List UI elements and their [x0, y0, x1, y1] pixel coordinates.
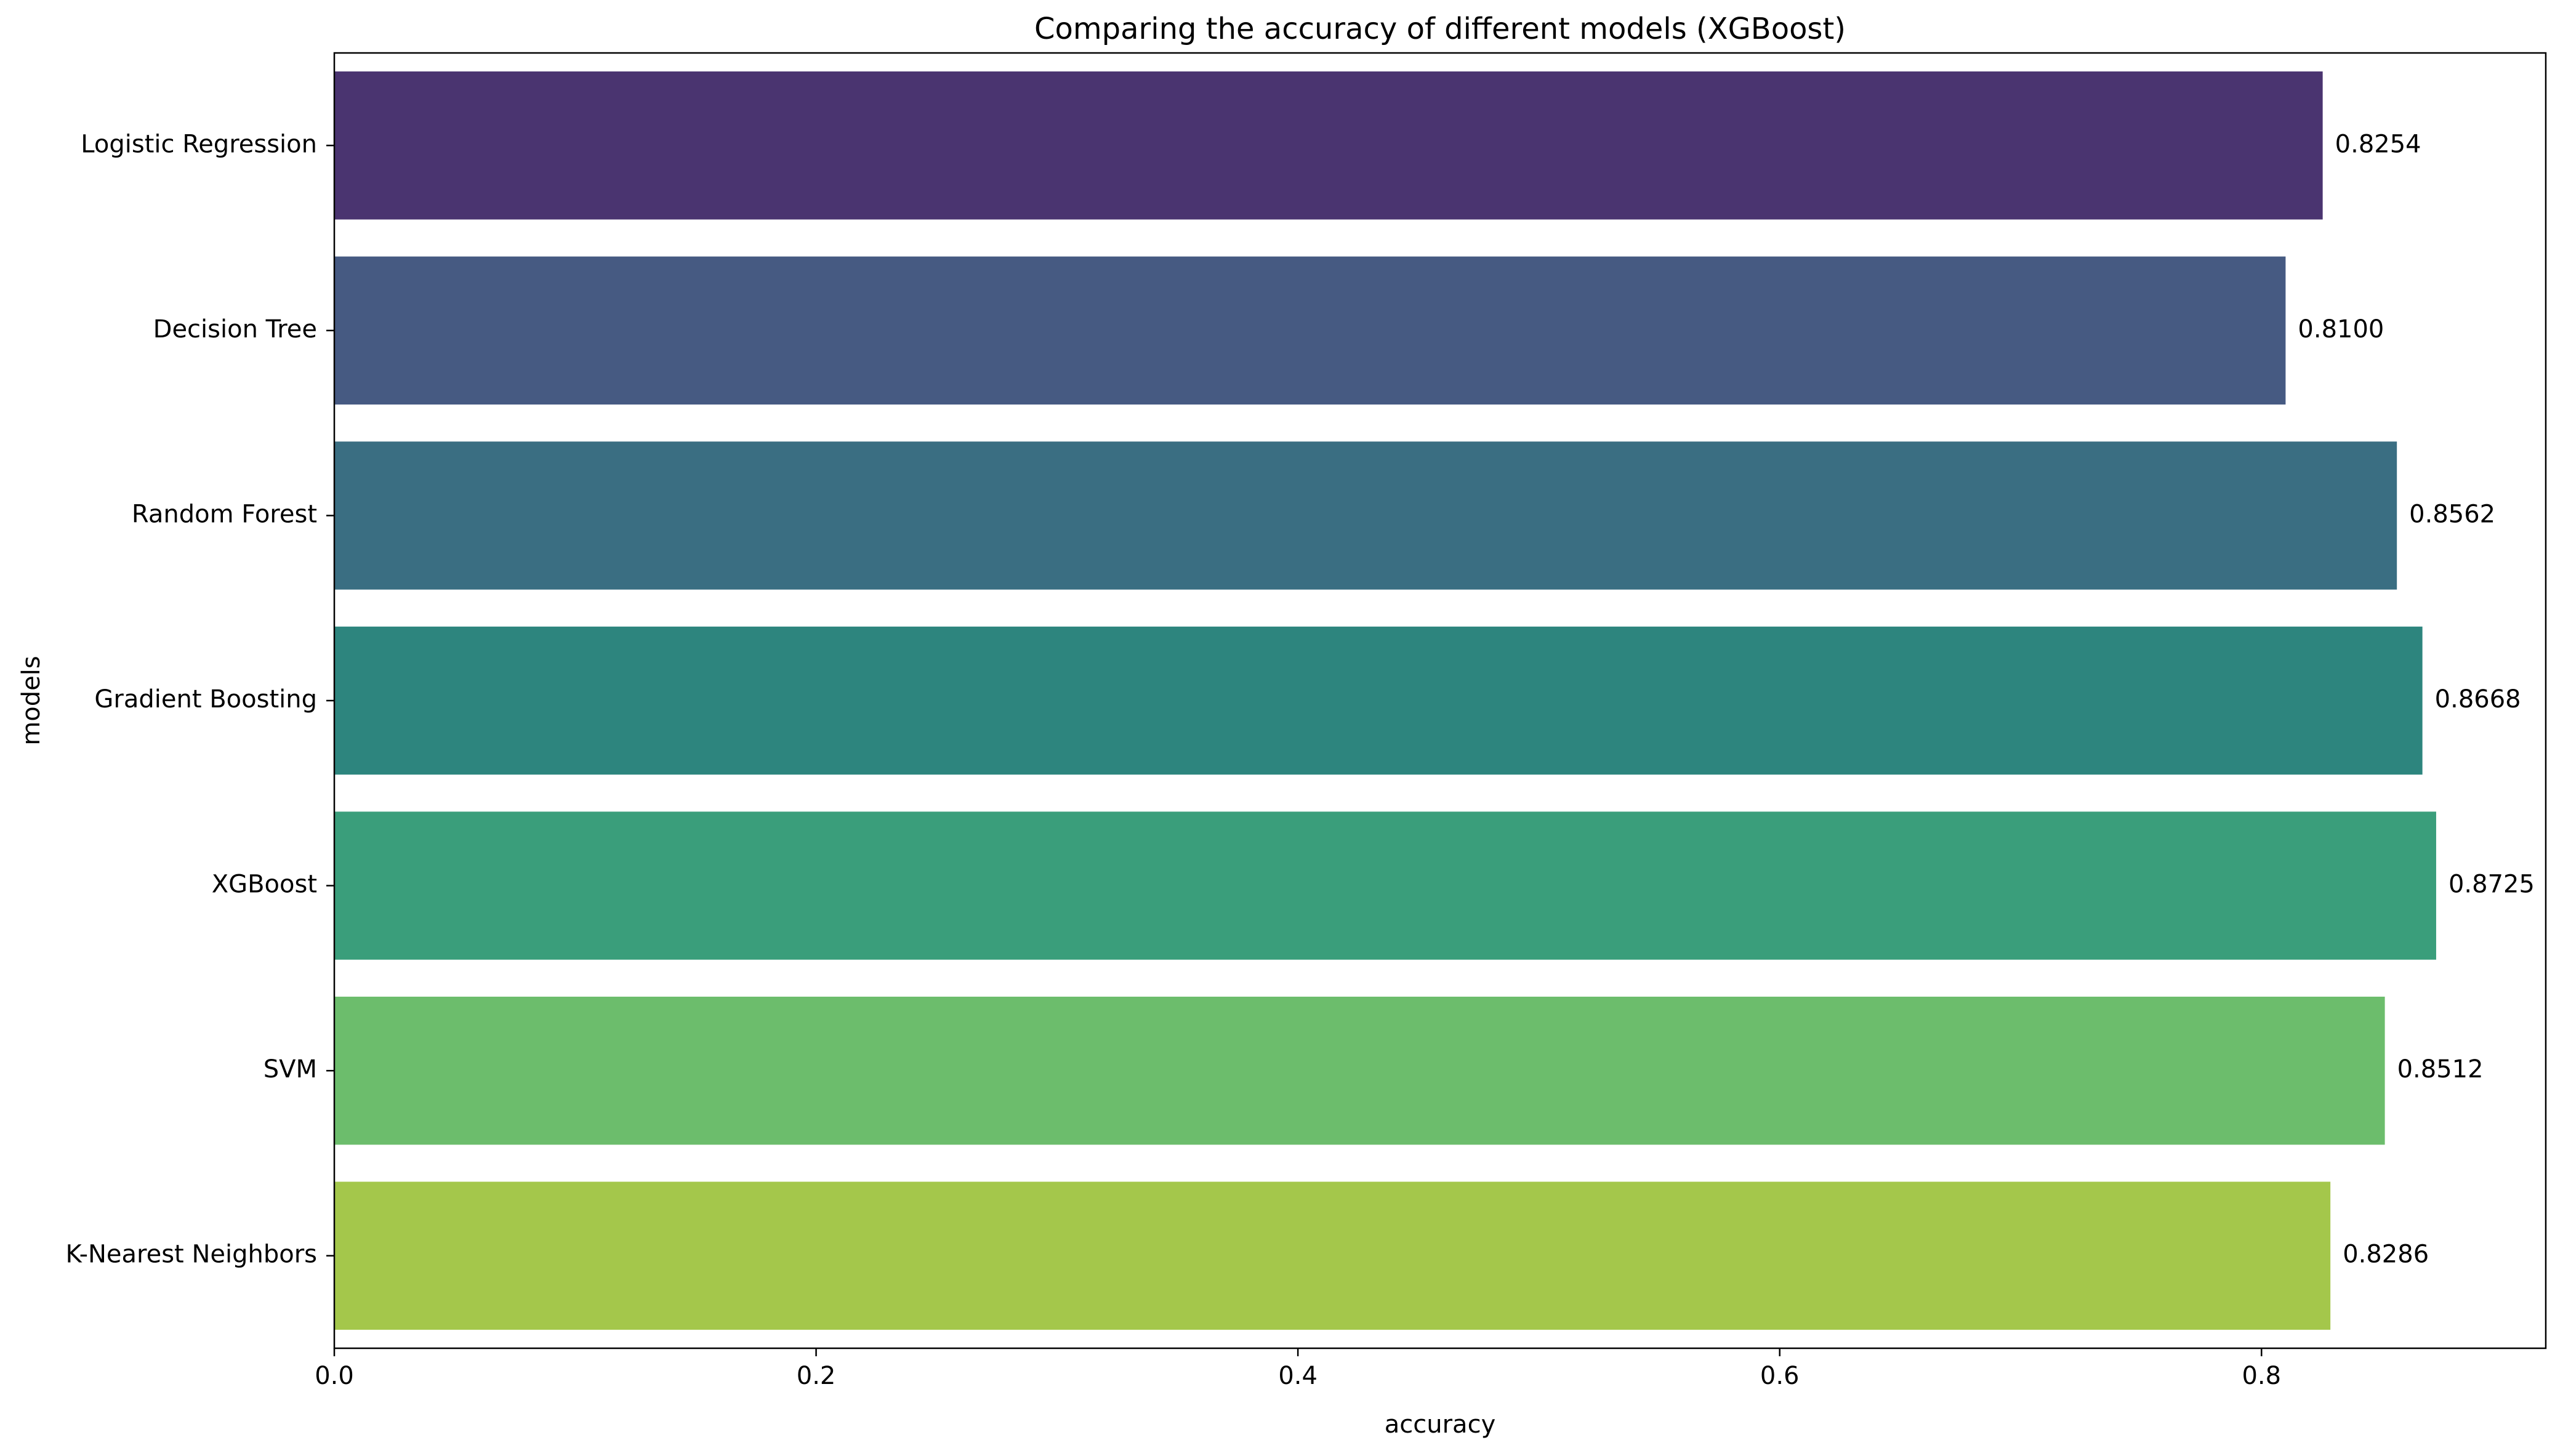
data-label: 0.8668: [2435, 685, 2521, 714]
bar-xgboost: [334, 811, 2436, 960]
y-tick-label: SVM: [264, 1055, 317, 1084]
data-label: 0.8286: [2343, 1241, 2429, 1269]
y-tick-label: Gradient Boosting: [94, 685, 317, 714]
bar-k-nearest-neighbors: [334, 1181, 2331, 1330]
y-tick-label: XGBoost: [212, 871, 317, 899]
y-tick-label: Random Forest: [132, 500, 317, 528]
chart-title: Comparing the accuracy of different mode…: [1034, 12, 1846, 46]
data-label: 0.8254: [2335, 130, 2421, 158]
data-label: 0.8562: [2409, 500, 2495, 528]
bar-gradient-boosting: [334, 626, 2423, 775]
plot-frame: [333, 52, 2547, 1349]
data-label: 0.8512: [2397, 1055, 2484, 1084]
x-tick-label: 0.6: [1760, 1362, 1800, 1390]
data-label: 0.8100: [2298, 315, 2384, 344]
y-tick-label: Decision Tree: [153, 315, 317, 344]
x-axis-ticks: 0.0 0.2 0.4 0.6 0.8: [315, 1348, 2281, 1390]
bar-random-forest: [334, 441, 2397, 590]
y-axis-label: models: [17, 656, 46, 745]
x-tick-label: 0.0: [315, 1362, 354, 1390]
x-tick-label: 0.4: [1278, 1362, 1318, 1390]
x-axis-label: accuracy: [1385, 1410, 1495, 1439]
bar-svm: [334, 996, 2385, 1145]
bars-layer: [334, 71, 2436, 1330]
y-tick-label: K-Nearest Neighbors: [66, 1241, 317, 1269]
data-label: 0.8725: [2448, 871, 2535, 899]
bar-logistic-regression: [334, 71, 2323, 220]
value-labels: 0.8254 0.8100 0.8562 0.8668 0.8725 0.8512 0.82…: [2298, 130, 2535, 1268]
bar-decision-tree: [334, 256, 2286, 405]
x-tick-label: 0.8: [2242, 1362, 2281, 1390]
y-axis-ticks: Logistic Regression Decision Tree Random F…: [66, 130, 334, 1269]
y-tick-label: Logistic Regression: [81, 130, 317, 158]
x-tick-label: 0.2: [797, 1362, 836, 1390]
